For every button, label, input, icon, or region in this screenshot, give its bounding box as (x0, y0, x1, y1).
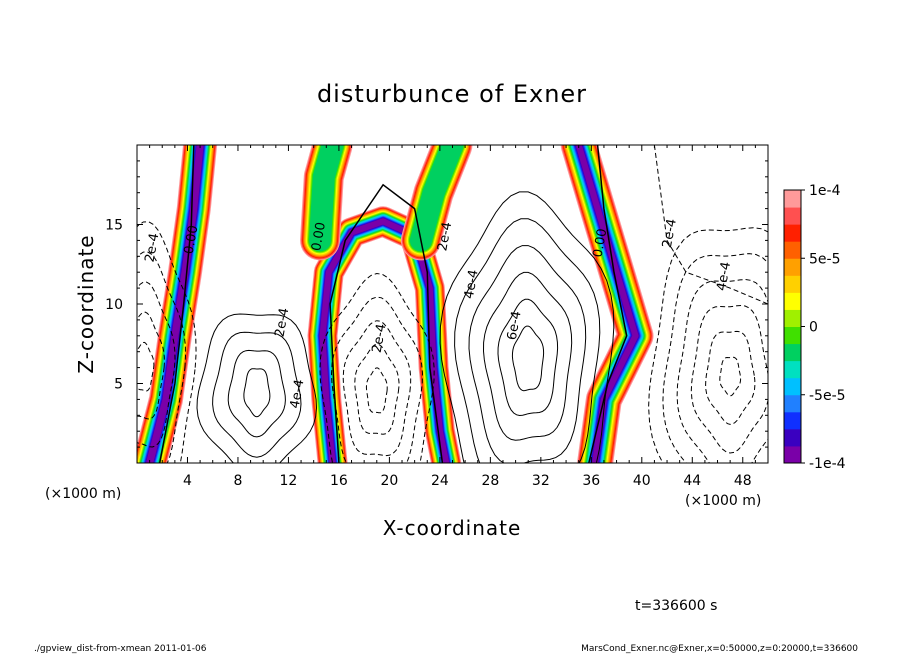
contour-lines (137, 145, 768, 463)
footer-right: MarsCond_Exner.nc@Exner,x=0:50000,z=0:20… (581, 644, 858, 654)
colorbar-tick-label: 0 (809, 320, 818, 336)
x-tick-label: 20 (380, 473, 398, 489)
y-axis-title: Z-coordinate (74, 234, 98, 373)
contour-line-negative (690, 304, 768, 454)
colorbar-tick-label: -5e-5 (809, 388, 846, 404)
plume-band (319, 218, 450, 463)
contour-line-negative (653, 145, 768, 305)
colorbar-swatch (784, 411, 801, 430)
contour-line-negative (137, 341, 155, 392)
colorbar-swatch (784, 275, 801, 293)
contour-line-negative (137, 281, 176, 448)
colorbar-swatch (784, 258, 801, 276)
colorbar-tick-label: 5e-5 (809, 251, 840, 267)
contour-labels: 2e-4 0.00 2e-4 4e-4 0.00 2e-4 2e-4 4e-4 6e-4 0.00… (143, 218, 735, 410)
contour-line-negative (330, 296, 424, 463)
contour-line-positive (468, 245, 587, 463)
contour-line-positive (497, 298, 559, 417)
colorbar (784, 190, 801, 464)
colorbar-tick-label: 1e-4 (809, 183, 841, 199)
contour-label: 0.00 (182, 224, 202, 255)
x-unit-label-left: (×1000 m) (45, 486, 121, 502)
contour-label: 0.00 (591, 227, 611, 258)
x-tick-label: 4 (183, 473, 192, 489)
colorbar-swatch (784, 207, 801, 225)
contour-label: 2e-4 (435, 221, 455, 252)
contour-line-positive (482, 271, 573, 441)
colorbar-swatch (784, 241, 801, 259)
time-label: t=336600 s (635, 598, 717, 614)
contour-line-negative (137, 251, 187, 463)
contour-label: 4e-4 (714, 261, 734, 292)
x-tick-label: 32 (532, 473, 550, 489)
x-tick-label: 28 (481, 473, 499, 489)
contour-line-positive (454, 218, 601, 463)
x-unit-label-right: (×1000 m) (685, 493, 761, 509)
x-axis-title: X-coordinate (383, 516, 522, 540)
contour-line-negative (342, 320, 412, 457)
contour-line-positive (439, 191, 615, 463)
x-axis: 4 8 12 16 20 24 28 32 36 40 44 48 (149, 145, 756, 489)
y-tick-label: 5 (114, 377, 123, 393)
contour-label: 0.00 (309, 221, 329, 252)
x-tick-label: 36 (582, 473, 600, 489)
contour-label: 4e-4 (288, 378, 308, 409)
contour-label: 2e-4 (273, 307, 293, 338)
contour-line-negative (365, 367, 388, 414)
footer-left: ./gpview_dist-from-xmean 2011-01-06 (34, 644, 207, 654)
colorbar-swatch (784, 309, 801, 327)
x-tick-label: 40 (633, 473, 651, 489)
contour-line-negative (137, 311, 165, 420)
colorbar-swatch (784, 224, 801, 242)
contour-line-negative (662, 253, 768, 463)
colorbar-labels: 1e-4 5e-5 0 -5e-5 -1e-4 (801, 183, 846, 472)
contour-line-zero (588, 145, 628, 463)
contour-line-negative (354, 343, 400, 435)
contour-label: 2e-4 (143, 232, 163, 263)
colorbar-swatch (784, 190, 801, 208)
plot-area (137, 145, 768, 463)
contour-line-positive (196, 313, 318, 463)
y-axis: 5 10 15 (105, 160, 768, 448)
plume-band (409, 145, 464, 252)
contour-line-negative (319, 272, 435, 463)
contour-line-positive (227, 349, 286, 438)
contour-label: 4e-4 (462, 269, 482, 300)
colorbar-swatch (784, 292, 801, 310)
contour-line-zero (329, 183, 444, 463)
contour-line-negative (719, 356, 742, 397)
plume-band (575, 145, 639, 463)
x-tick-label: 44 (683, 473, 701, 489)
x-tick-label: 16 (330, 473, 348, 489)
x-tick-label: 24 (431, 473, 449, 489)
colorbar-swatch (784, 428, 801, 447)
contour-line-positive (511, 325, 545, 392)
colorbar-swatch (784, 343, 801, 362)
colorbar-swatch (784, 394, 801, 413)
plume-band (309, 145, 344, 252)
chart-title: disturbunce of Exner (317, 80, 587, 108)
colorbar-swatch (784, 360, 801, 379)
contour-label: 6e-4 (505, 310, 525, 341)
contour-line-negative (137, 221, 197, 463)
contour-line-zero (158, 145, 195, 463)
y-tick-label: 15 (105, 218, 123, 234)
colorbar-swatch (784, 326, 801, 345)
shaded-field (137, 145, 654, 463)
colorbar-swatch (784, 377, 801, 396)
contour-label: 2e-4 (370, 323, 390, 354)
y-tick-label: 10 (105, 297, 123, 313)
plume-band (146, 145, 204, 463)
colorbar-swatch (784, 445, 801, 464)
x-tick-label: 48 (734, 473, 752, 489)
contour-label: 2e-4 (660, 218, 680, 249)
contour-line-negative (676, 278, 768, 463)
contour-line-positive (243, 368, 271, 418)
contour-line-positive (212, 331, 302, 458)
contour-line-negative (705, 330, 756, 425)
x-tick-label: 8 (233, 473, 242, 489)
colorbar-tick-label: -1e-4 (809, 456, 846, 472)
x-tick-label: 12 (280, 473, 298, 489)
